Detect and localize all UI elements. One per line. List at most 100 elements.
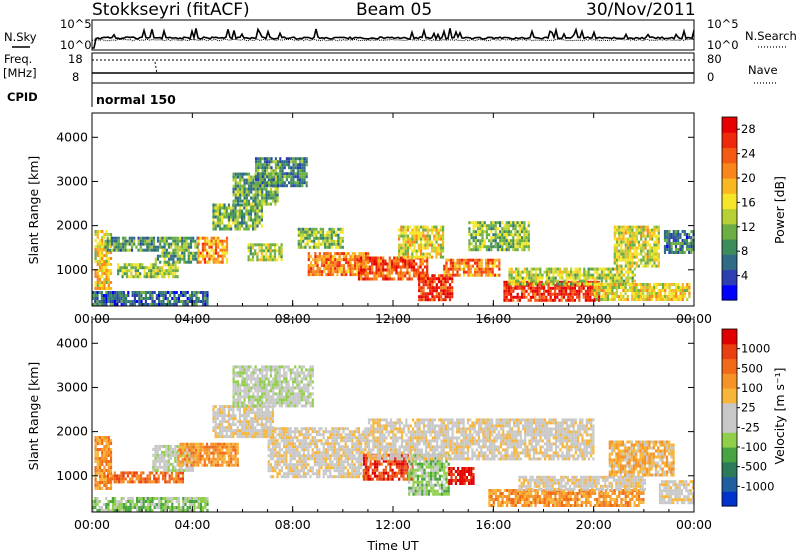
heatmap-cell [174, 456, 177, 460]
heatmap-cell [151, 303, 154, 306]
heatmap-cell [210, 460, 213, 464]
heatmap-cell [413, 228, 416, 232]
heatmap-cell [182, 500, 185, 503]
heatmap-cell [672, 292, 676, 295]
heatmap-cell [587, 289, 590, 293]
heatmap-cell [640, 243, 643, 247]
heatmap-cell [483, 245, 486, 249]
heatmap-cell [105, 233, 108, 236]
heatmap-cell [681, 289, 684, 292]
heatmap-cell [161, 269, 164, 273]
heatmap-cell [371, 259, 374, 263]
heatmap-cell [254, 193, 257, 197]
heatmap-cell [527, 245, 530, 249]
heatmap-cell [152, 242, 156, 246]
heatmap-cell [468, 233, 471, 237]
heatmap-cell [521, 282, 524, 286]
heatmap-cell [247, 258, 250, 262]
heatmap-cell [212, 206, 215, 210]
heatmap-cell [160, 294, 163, 297]
heatmap-cell [611, 292, 614, 295]
heatmap-cell [227, 218, 230, 222]
heatmap-cell [115, 242, 118, 246]
heatmap-cell [465, 264, 468, 268]
heatmap-cell [167, 462, 170, 466]
heatmap-cell [412, 262, 416, 266]
heatmap-cell [221, 405, 224, 409]
heatmap-cell [260, 414, 263, 418]
heatmap-cell [655, 243, 658, 247]
heatmap-cell [398, 234, 401, 238]
heatmap-cell [357, 262, 361, 266]
heatmap-cell [683, 289, 687, 292]
heatmap-cell [606, 292, 610, 295]
heatmap-cell [252, 202, 255, 206]
heatmap-cell [435, 231, 438, 235]
heatmap-cell [646, 289, 649, 292]
heatmap-cell [187, 465, 190, 469]
heatmap-cell [353, 252, 357, 256]
heatmap-cell [117, 242, 120, 246]
heatmap-cell [279, 178, 282, 182]
heatmap-cell [625, 276, 628, 280]
heatmap-cell [644, 228, 647, 232]
heatmap-cell [498, 273, 501, 277]
heatmap-cell [426, 298, 430, 302]
heatmap-cell [267, 246, 270, 250]
heatmap-cell [147, 269, 151, 273]
heatmap-cell [199, 457, 202, 461]
heatmap-cell [122, 503, 125, 506]
heatmap-cell [137, 477, 140, 481]
heatmap-cell [598, 273, 601, 277]
heatmap-cell [122, 497, 125, 500]
heatmap-cell [155, 480, 158, 484]
heatmap-cell [639, 292, 643, 295]
heatmap-cell [674, 230, 678, 233]
heatmap-cell [426, 283, 430, 287]
heatmap-cell [565, 276, 568, 280]
heatmap-cell [631, 279, 634, 283]
heatmap-cell [190, 454, 193, 458]
heatmap-cell [188, 300, 191, 303]
heatmap-cell [183, 245, 186, 249]
heatmap-cell [422, 280, 425, 284]
heatmap-cell [223, 227, 226, 231]
heatmap-cell [349, 267, 352, 271]
heatmap-cell [144, 303, 147, 306]
heatmap-cell [629, 249, 632, 253]
heatmap-cell [223, 224, 226, 228]
heatmap-cell [101, 236, 104, 239]
heatmap-cell [144, 509, 147, 512]
heatmap-cell [219, 451, 222, 455]
heatmap-cell [578, 270, 581, 274]
heatmap-cell [516, 286, 519, 290]
heatmap-cell [245, 386, 248, 390]
heatmap-cell [518, 230, 521, 234]
heatmap-cell [390, 262, 394, 266]
heatmap-cell [496, 227, 499, 231]
heatmap-cell [362, 255, 365, 259]
heatmap-cell [685, 248, 689, 251]
heatmap-cell [232, 411, 235, 415]
heatmap-cell [230, 405, 233, 409]
heatmap-cell [204, 503, 207, 506]
heatmap-cell [482, 267, 485, 271]
heatmap-cell [180, 291, 183, 294]
heatmap-cell [650, 295, 654, 298]
heatmap-cell [216, 408, 219, 412]
heatmap-cell [368, 277, 372, 281]
heatmap-cell [644, 286, 647, 289]
heatmap-cell [651, 249, 654, 253]
heatmap-cell [272, 193, 275, 197]
heatmap-cell [216, 212, 219, 216]
heatmap-cell [94, 275, 97, 278]
heatmap-cell [258, 435, 261, 439]
heatmap-cell [150, 272, 153, 276]
heatmap-cell [167, 465, 170, 469]
heatmap-cell [245, 423, 248, 427]
heatmap-cell [657, 264, 660, 268]
heatmap-cell [181, 471, 184, 475]
heatmap-cell [501, 233, 504, 237]
heatmap-cell [470, 248, 473, 252]
heatmap-cell [598, 283, 601, 286]
